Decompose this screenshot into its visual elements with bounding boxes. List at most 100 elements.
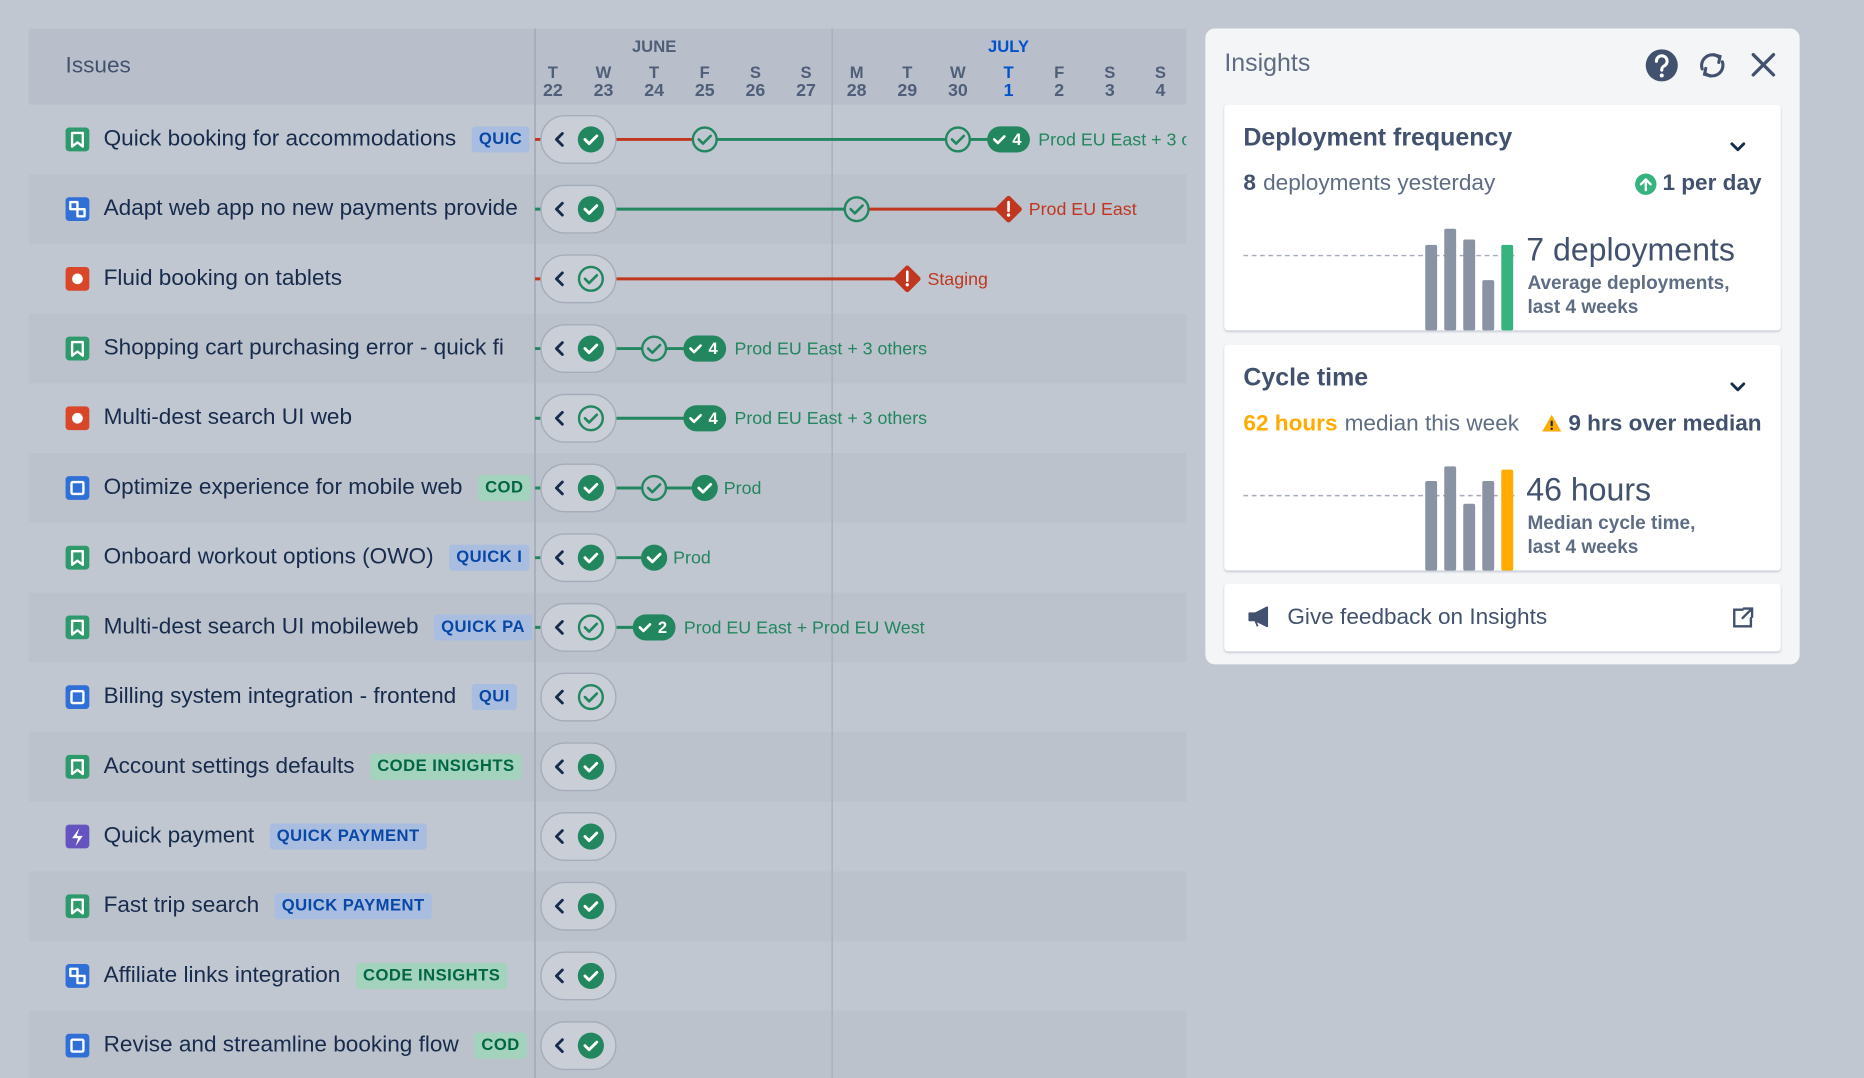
- expand-button[interactable]: [540, 324, 617, 374]
- icon-tile: [65, 754, 90, 779]
- deployment-count: 2: [658, 618, 667, 637]
- expand-button[interactable]: [540, 393, 617, 443]
- icon-glyph: [70, 1038, 85, 1053]
- check-mark: [577, 196, 604, 223]
- check-glyph: [689, 344, 702, 354]
- check-mark: [577, 962, 604, 990]
- day-number: 4: [1155, 80, 1165, 100]
- expand-button[interactable]: [540, 184, 617, 234]
- expand-button[interactable]: [540, 1021, 617, 1071]
- check-glyph: [583, 413, 599, 424]
- card-background: [1224, 104, 1781, 331]
- check-mark: [577, 684, 604, 711]
- issue-type-icon: [65, 545, 90, 570]
- expand-button[interactable]: [540, 951, 617, 1001]
- issue-tag: [471, 684, 517, 711]
- expand-button[interactable]: [540, 114, 617, 164]
- issue-tag: [269, 823, 427, 850]
- icon-glyph: [76, 207, 86, 218]
- issue-type-icon: [65, 754, 90, 779]
- bar: [1501, 244, 1514, 331]
- environment-label: Prod: [673, 548, 711, 568]
- count-badge: [632, 614, 676, 641]
- expand-button[interactable]: [540, 254, 617, 304]
- average-value: 46 hours: [1526, 472, 1651, 508]
- day-number: 3: [1105, 80, 1115, 100]
- issue-type-icon: [65, 197, 90, 222]
- weekday: W: [950, 63, 966, 82]
- average-caption: last 4 weeks: [1527, 537, 1638, 558]
- bar: [1463, 503, 1476, 571]
- check-mark: [577, 614, 604, 641]
- summary-text: median this week: [1345, 410, 1520, 435]
- bar: [1444, 466, 1457, 571]
- expand-button[interactable]: [540, 602, 617, 652]
- issue-tag-label: QUIC: [479, 129, 522, 148]
- feedback-link[interactable]: Give feedback on Insights: [1287, 604, 1547, 629]
- check-mark: [577, 126, 604, 153]
- issue-title: Adapt web app no new payments provide: [104, 195, 518, 220]
- issue-tag-label: QUICK I: [456, 547, 522, 566]
- icon-glyph: [70, 759, 84, 776]
- issue-title: Quick payment: [104, 822, 255, 847]
- card-title: Deployment frequency: [1243, 124, 1512, 152]
- close-button[interactable]: [1751, 53, 1776, 77]
- issue-title: Fluid booking on tablets: [104, 265, 342, 290]
- bar: [1482, 280, 1495, 331]
- expand-button[interactable]: [540, 881, 617, 931]
- weekday: T: [548, 63, 558, 82]
- check-mark: [641, 474, 668, 502]
- month-label: JUNE: [632, 37, 676, 56]
- weekday: W: [596, 63, 612, 82]
- expand-button[interactable]: [540, 742, 617, 792]
- weekday: S: [750, 63, 761, 82]
- weekday: T: [649, 63, 659, 82]
- expand-button[interactable]: [540, 812, 617, 862]
- check-glyph: [583, 761, 599, 773]
- chevron-left: [554, 341, 564, 356]
- issue-type-icon: [65, 336, 90, 361]
- chevron-left: [554, 271, 564, 287]
- deployment-marker: 4: [683, 335, 727, 362]
- day-number: 2: [1054, 80, 1064, 100]
- day-number: 22: [543, 80, 563, 100]
- expand-button[interactable]: [540, 533, 617, 583]
- refresh-button[interactable]: [1700, 53, 1725, 78]
- expand-chevron[interactable]: [1730, 142, 1746, 152]
- day-number: 26: [745, 80, 765, 100]
- weekday: S: [1104, 63, 1115, 82]
- issue-tag: [474, 1032, 527, 1059]
- help-button[interactable]: [1645, 49, 1678, 82]
- check-glyph: [646, 483, 662, 494]
- summary-text: deployments yesterday: [1263, 170, 1496, 195]
- feedback-card[interactable]: Give feedback on Insights: [1224, 583, 1781, 652]
- deployment-marker: 4: [683, 405, 727, 432]
- environment-label: Prod EU East + 3 others: [734, 408, 927, 428]
- icon-tile: [65, 336, 90, 361]
- environment-label: Prod EU East + Prod EU West: [684, 617, 925, 637]
- check-glyph: [583, 831, 599, 843]
- check-mark: [577, 405, 604, 432]
- expand-button[interactable]: [540, 463, 617, 513]
- chevron-left: [554, 132, 564, 147]
- bar: [1482, 480, 1495, 571]
- icon-glyph: [70, 340, 84, 357]
- expand-chevron[interactable]: [1730, 382, 1746, 392]
- bar: [1501, 469, 1514, 571]
- icon-tile: [65, 685, 90, 709]
- card-summary: 62 hours median this week: [1243, 410, 1519, 435]
- icon-glyph: [70, 898, 84, 915]
- deployment-marker: [691, 474, 718, 502]
- chevron-left: [554, 550, 564, 566]
- expand-button[interactable]: [540, 672, 617, 722]
- check-glyph: [646, 552, 662, 564]
- day-number: 25: [695, 80, 715, 100]
- chevron-left: [554, 968, 564, 984]
- check-mark: [843, 196, 870, 223]
- issue-tag: [471, 126, 530, 153]
- check-glyph: [583, 204, 599, 215]
- check-mark: [641, 335, 668, 362]
- check-mark: [577, 544, 604, 571]
- issue-tag-label: QUI: [479, 686, 510, 705]
